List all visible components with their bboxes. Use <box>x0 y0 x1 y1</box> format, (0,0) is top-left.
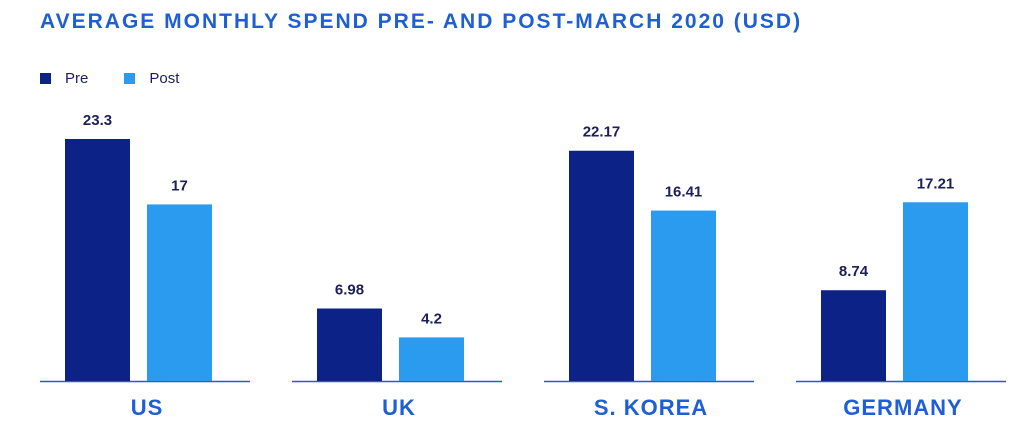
bar-s-korea-post <box>651 210 716 381</box>
bar-germany-post <box>903 202 968 381</box>
bar-us-pre <box>65 139 130 381</box>
value-label-uk-pre: 6.98 <box>335 282 364 299</box>
legend-swatch-pre <box>40 73 51 84</box>
chart-legend: Pre Post <box>40 70 179 87</box>
legend-swatch-post <box>124 73 136 84</box>
value-label-germany-pre: 8.74 <box>839 263 869 280</box>
category-label-s-korea: S. KOREA <box>594 395 708 420</box>
bar-s-korea-pre <box>569 150 634 381</box>
legend-item-pre: Pre <box>40 70 88 87</box>
legend-label-post: Post <box>149 70 180 87</box>
value-label-us-pre: 23.3 <box>83 112 112 129</box>
category-label-us: US <box>131 395 164 420</box>
bar-uk-pre <box>317 308 382 381</box>
legend-label-pre: Pre <box>65 70 89 87</box>
value-label-germany-post: 17.21 <box>917 175 955 192</box>
value-label-s-korea-post: 16.41 <box>665 184 703 201</box>
category-label-germany: GERMANY <box>843 395 962 420</box>
bar-us-post <box>147 204 212 381</box>
bar-uk-post <box>399 337 464 381</box>
chart-title: AVERAGE MONTHLY SPEND PRE- AND POST-MARC… <box>40 10 803 33</box>
legend-item-post: Post <box>124 70 179 87</box>
value-label-uk-post: 4.2 <box>421 310 442 327</box>
value-label-s-korea-pre: 22.17 <box>583 124 621 141</box>
bar-germany-pre <box>821 290 886 381</box>
value-label-us-post: 17 <box>171 177 188 194</box>
category-label-uk: UK <box>382 395 416 420</box>
